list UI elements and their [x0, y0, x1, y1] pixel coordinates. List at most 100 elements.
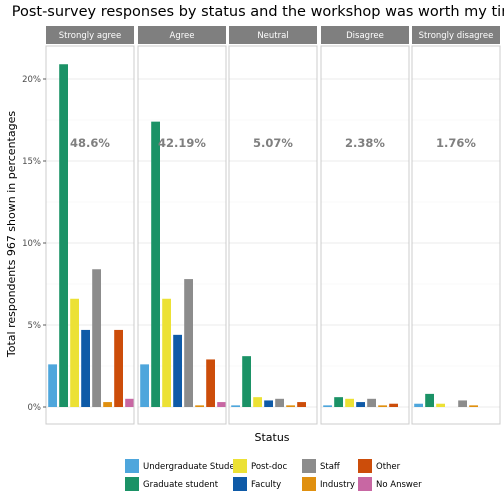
bar [151, 121, 160, 407]
y-axis: 0% 5% 10% 15% 20% [22, 75, 46, 413]
panel-border [137, 45, 227, 425]
bar [195, 405, 204, 407]
facet-panel: Neutral 5.07% [228, 26, 318, 425]
bar [162, 298, 171, 407]
legend-item: Other [358, 459, 401, 473]
bar [59, 64, 68, 408]
bar [425, 393, 434, 407]
bar [378, 405, 387, 407]
panel-total-label: 42.19% [158, 136, 206, 150]
legend-swatch [302, 477, 316, 491]
legend-item: Faculty [233, 477, 281, 491]
bar [389, 403, 398, 407]
legend-swatch [233, 477, 247, 491]
bars [140, 121, 226, 407]
y-tick-label: 20% [22, 75, 41, 85]
bar [92, 269, 101, 407]
legend-label: Post-doc [251, 462, 287, 472]
bar [184, 279, 193, 407]
bar [334, 397, 343, 407]
legend-label: No Answer [376, 480, 422, 490]
panel-background [412, 46, 500, 424]
legend-swatch [125, 477, 139, 491]
panel-border [228, 45, 318, 425]
bars [414, 393, 478, 407]
panel-total-label: 48.6% [70, 136, 110, 150]
legend-item: Industry [302, 477, 355, 491]
facet-panel: Strongly disagree 1.76% [411, 26, 501, 425]
bar [70, 298, 79, 407]
bar [231, 405, 240, 407]
legend-label: Graduate student [143, 480, 219, 490]
panel-total-label: 1.76% [436, 136, 476, 150]
legend-swatch [358, 477, 372, 491]
bar [140, 364, 149, 407]
bar [173, 334, 182, 407]
facet-panel: Agree 42.19% [137, 26, 227, 425]
legend-item: Staff [302, 459, 341, 473]
bar [103, 402, 112, 407]
facet-strip [138, 26, 226, 44]
y-tick-label: 15% [22, 157, 41, 167]
legend-swatch [358, 459, 372, 473]
y-axis-title: Total respondents 967 shown in percentag… [5, 111, 18, 358]
bar [297, 402, 306, 407]
panel-background [321, 46, 409, 424]
legend-item: Post-doc [233, 459, 287, 473]
bar [125, 398, 134, 407]
bar [345, 398, 354, 407]
bars [48, 64, 134, 408]
facet-strip [46, 26, 134, 44]
bar [253, 397, 262, 407]
bar [286, 405, 295, 407]
legend-label: Other [376, 462, 401, 472]
y-tick-label: 5% [28, 321, 42, 331]
facet-panel: Disagree 2.38% [320, 26, 410, 425]
legend-swatch [233, 459, 247, 473]
facet-panels: Strongly agree 48.6% Agree 42.19% Neutral 5.0… [45, 26, 501, 425]
legend-label: Staff [320, 462, 341, 472]
facet-strip-label: Neutral [257, 31, 288, 41]
gridlines [412, 78, 500, 408]
facet-strip [321, 26, 409, 44]
bar [414, 403, 423, 407]
bar [458, 400, 467, 407]
legend-label: Faculty [251, 480, 281, 490]
legend-swatch [125, 459, 139, 473]
legend-item: No Answer [358, 477, 422, 491]
y-tick-label: 0% [28, 403, 42, 413]
legend-label: Undergraduate Student [143, 462, 244, 472]
facet-panel: Strongly agree 48.6% [45, 26, 135, 425]
panel-total-label: 2.38% [345, 136, 385, 150]
legend-item: Graduate student [125, 477, 219, 491]
chart-title: Post-survey responses by status and the … [12, 4, 504, 20]
bars [323, 397, 398, 407]
legend-item: Undergraduate Student [125, 459, 244, 473]
legend: Undergraduate Student Graduate student Pos… [125, 459, 422, 491]
bar [81, 329, 90, 407]
panel-border [320, 45, 410, 425]
bar [242, 356, 251, 407]
panel-border [45, 45, 135, 425]
bar [48, 364, 57, 407]
bars [231, 356, 306, 407]
bar [323, 405, 332, 407]
facet-strip-label: Disagree [346, 31, 384, 41]
y-tick-label: 10% [22, 239, 41, 249]
panel-border [411, 45, 501, 425]
panel-total-label: 5.07% [253, 136, 293, 150]
facet-strip [229, 26, 317, 44]
bar [217, 402, 226, 407]
facet-strip [412, 26, 500, 44]
bar [469, 405, 478, 407]
bar [264, 400, 273, 407]
x-axis-title: Status [254, 431, 289, 444]
bar [206, 359, 215, 407]
bar [356, 402, 365, 407]
bar [367, 398, 376, 407]
facet-strip-label: Strongly agree [59, 31, 121, 41]
bar [275, 398, 284, 407]
legend-swatch [302, 459, 316, 473]
legend-label: Industry [320, 480, 355, 490]
